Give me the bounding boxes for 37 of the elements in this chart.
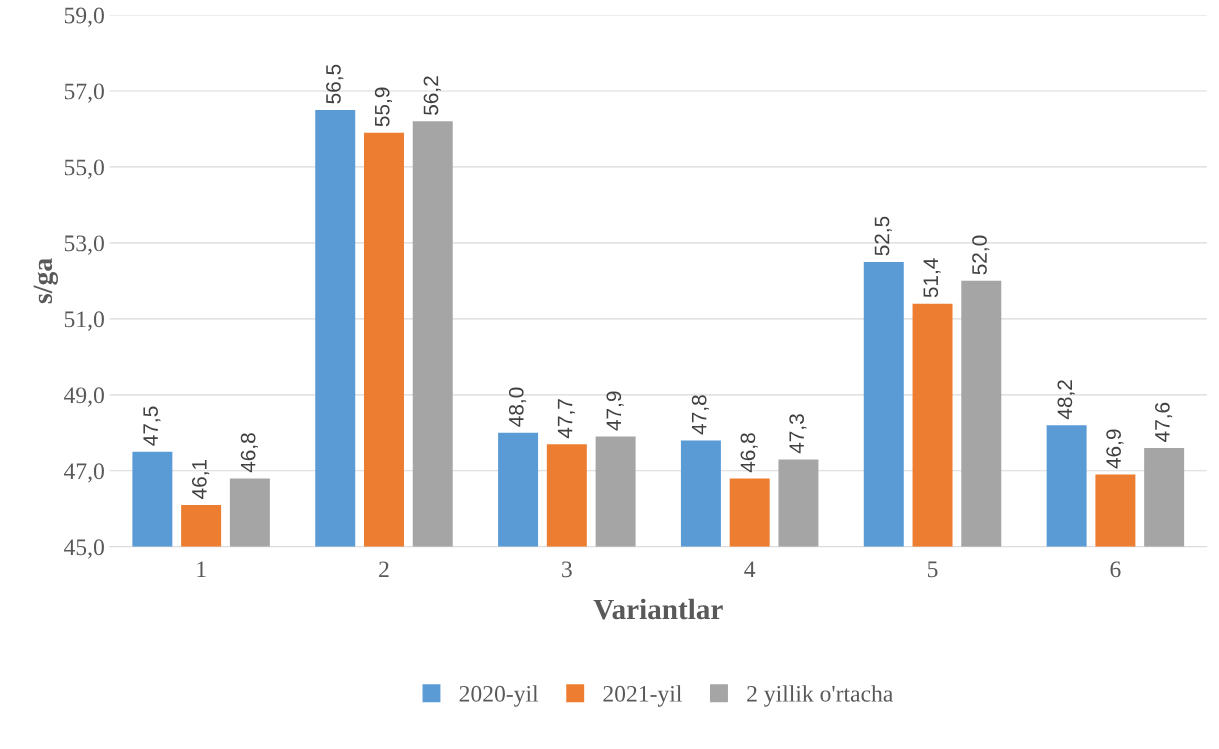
- y-tick-label: 53,0: [64, 235, 104, 255]
- data-label: 46,8: [740, 433, 758, 473]
- data-label: 47,9: [606, 391, 624, 431]
- x-tick-label: 6: [1110, 561, 1121, 578]
- data-label: 56,2: [423, 76, 441, 115]
- x-axis-title: Variantlar: [593, 598, 723, 620]
- data-label: 48,2: [1057, 380, 1075, 420]
- y-tick-label: 55,0: [64, 159, 104, 179]
- data-label: 52,5: [874, 216, 892, 256]
- data-label: 47,5: [143, 406, 161, 446]
- data-label: 46,1: [191, 459, 210, 499]
- y-tick-label: 45,0: [63, 539, 104, 559]
- data-label: 47,6: [1154, 402, 1173, 442]
- x-tick-label: 2: [379, 561, 389, 578]
- x-tick-label: 1: [197, 561, 206, 578]
- data-label: 55,9: [374, 87, 393, 127]
- x-tick-label: 4: [744, 561, 756, 578]
- y-tick-label: 49,0: [63, 387, 104, 407]
- y-tick-label: 47,0: [63, 463, 104, 483]
- legend-label: 2020-yil: [459, 685, 539, 707]
- data-label: 52,0: [972, 235, 990, 275]
- data-label: 47,7: [557, 399, 575, 439]
- x-tick-label: 3: [562, 561, 572, 578]
- y-tick-label: 59,0: [64, 7, 104, 27]
- data-label: 46,8: [240, 433, 258, 473]
- data-label: 48,0: [508, 387, 527, 427]
- y-axis-title: s/ga: [33, 258, 58, 304]
- data-label: 47,8: [691, 395, 709, 435]
- x-tick-label: 5: [928, 561, 938, 578]
- legend-label: 2021-yil: [603, 685, 682, 707]
- data-label: 56,5: [326, 64, 344, 104]
- y-tick-label: 51,0: [64, 311, 104, 331]
- y-tick-label: 57,0: [64, 83, 104, 103]
- legend-label: 2 yillik o'rtacha: [747, 685, 893, 707]
- data-label: 51,4: [923, 258, 941, 298]
- data-label: 47,3: [789, 414, 807, 454]
- data-label: 46,9: [1106, 429, 1124, 469]
